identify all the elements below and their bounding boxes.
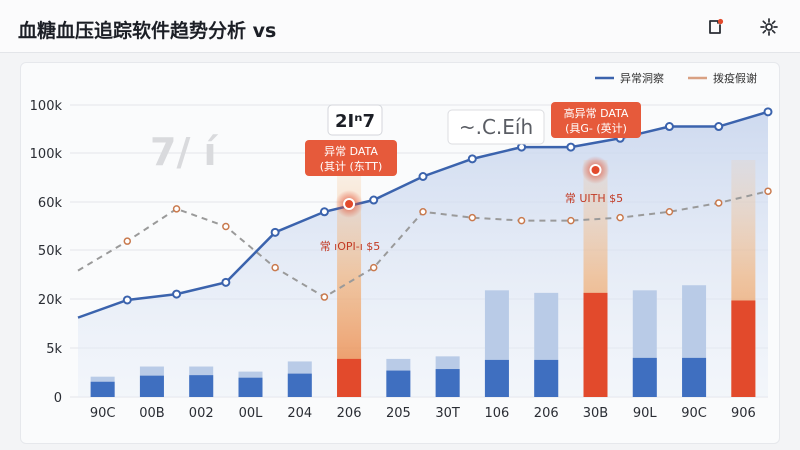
bar-highlight xyxy=(337,358,362,397)
top-badge-text: 2Iⁿ7 xyxy=(335,111,375,132)
x-tick-label: 90C xyxy=(681,406,707,421)
x-tick-label: 90L xyxy=(633,406,658,421)
x-tick-label: 204 xyxy=(287,406,312,421)
line-solid-point xyxy=(369,195,379,205)
line-solid-point xyxy=(467,154,477,164)
line-dashed-point xyxy=(714,199,723,207)
notification-icon[interactable] xyxy=(702,14,728,40)
bar-highlight xyxy=(731,300,756,397)
legend: 异常洞察 拨疫假谢 xyxy=(595,71,757,85)
y-tick-label: 100k xyxy=(30,99,63,114)
x-tick-label: 205 xyxy=(386,406,411,421)
x-tick-label: 00B xyxy=(139,406,164,421)
line-solid-point xyxy=(122,295,132,305)
y-tick-label: 20k xyxy=(38,293,63,308)
line-dashed-point xyxy=(616,213,624,222)
x-tick-label: 002 xyxy=(189,406,214,421)
y-tick-label: 100k xyxy=(30,147,63,162)
legend-series-a: 异常洞察 xyxy=(620,71,664,85)
watermark-text: 7/ í xyxy=(150,130,219,174)
line-solid-point xyxy=(221,277,231,287)
y-tick-label: 5k xyxy=(46,342,62,357)
bar-dark xyxy=(189,375,214,397)
bar-dark xyxy=(682,357,707,397)
bar-dark xyxy=(238,377,263,397)
x-tick-label: 00L xyxy=(239,406,264,421)
bar-dark xyxy=(534,359,559,397)
bar-dark xyxy=(386,370,411,397)
highlight-point xyxy=(343,198,356,210)
line-solid-point xyxy=(319,207,329,217)
top-badge: 2Iⁿ7 xyxy=(327,104,383,136)
gear-icon[interactable] xyxy=(756,14,782,40)
line-solid-point xyxy=(763,107,773,117)
callout-2-line1: 高异常 DATA xyxy=(564,106,629,120)
axis-ticks: 0 5k 20k 50k 60k 100k 100k 90C 00B 002 00L 204 206 20… xyxy=(30,99,756,421)
line-dashed-point xyxy=(222,222,230,231)
lines xyxy=(77,107,773,319)
callout-1-line2: (其计 (东TT) xyxy=(320,160,383,173)
line-solid-point xyxy=(517,142,527,152)
x-tick-label: 206 xyxy=(337,406,362,421)
legend-series-b: 拨疫假谢 xyxy=(713,71,757,85)
callout-1-line1: 异常 DATA xyxy=(324,145,378,158)
y-tick-label: 50k xyxy=(38,244,63,259)
y-tick-label: 60k xyxy=(38,196,63,211)
bar-highlight xyxy=(583,292,608,397)
line-dashed-point xyxy=(764,187,772,195)
line-solid-point xyxy=(172,289,182,299)
line-dashed-point xyxy=(567,216,575,225)
x-tick-label: 30T xyxy=(435,406,460,421)
x-tick-label: 106 xyxy=(485,406,510,421)
bar-dark xyxy=(484,359,509,397)
bar-dark xyxy=(139,375,164,397)
x-tick-label: 206 xyxy=(534,406,559,421)
callout-2-line2: (具G- (英计) xyxy=(565,121,627,135)
mid-box: ~.C.Eíh xyxy=(447,109,545,145)
line-dashed-point xyxy=(665,208,674,216)
x-tick-label: 906 xyxy=(731,406,756,421)
bar-dark xyxy=(90,381,115,397)
header-bar: 血糖血压追踪软件趋势分析 vs xyxy=(0,0,800,53)
x-tick-label: 90C xyxy=(90,406,116,421)
line-solid-point xyxy=(664,122,674,132)
page-title: 血糖血压追踪软件趋势分析 vs xyxy=(18,20,277,42)
line-solid-point xyxy=(418,172,428,181)
line-solid-point xyxy=(270,227,280,237)
line-dashed-point xyxy=(517,216,526,225)
callout-1: 异常 DATA (其计 (东TT) xyxy=(305,140,397,176)
bars xyxy=(90,285,756,397)
annotation-label-1: 常 ıOPI‑ı $5 xyxy=(320,240,381,253)
line-dashed-point xyxy=(271,263,279,272)
bar-dark xyxy=(435,369,460,397)
line-solid-point xyxy=(714,122,724,132)
line-dashed-point xyxy=(468,213,477,222)
y-tick-label: 0 xyxy=(54,391,62,406)
highlight-point xyxy=(589,164,602,176)
line-dashed-point xyxy=(320,293,329,301)
line-dashed-point xyxy=(419,208,427,216)
annotation-label-2: 常 UITH $5 xyxy=(565,192,623,205)
line-dashed-point xyxy=(369,263,378,272)
x-tick-label: 30B xyxy=(583,406,608,421)
line-solid-point xyxy=(566,142,576,152)
mid-box-text: ~.C.Eíh xyxy=(459,115,533,139)
line-dashed-point xyxy=(172,205,181,213)
bar-dark xyxy=(632,357,657,397)
bar-dark xyxy=(287,373,312,397)
line-dashed-point xyxy=(123,237,132,245)
callout-2: 高异常 DATA (具G- (英计) xyxy=(551,102,641,138)
